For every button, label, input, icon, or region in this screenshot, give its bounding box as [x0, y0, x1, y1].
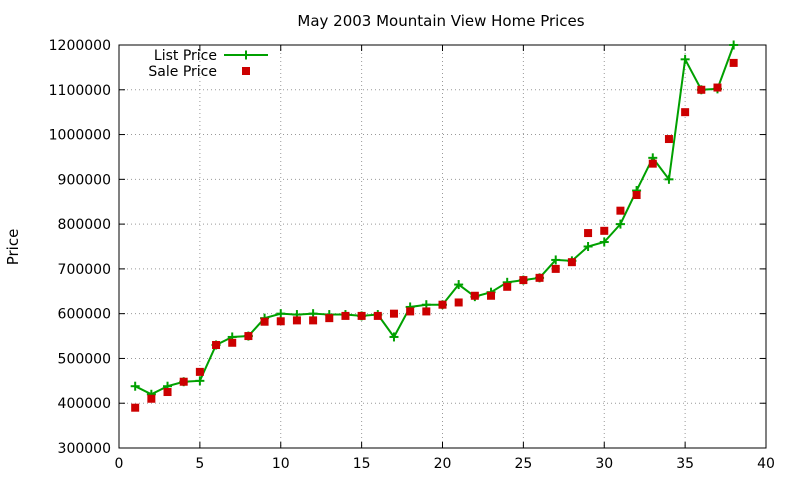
data-point [389, 309, 398, 318]
y-tick-label: 800000 [58, 217, 111, 233]
x-tick-label: 0 [115, 456, 124, 472]
data-point [729, 40, 739, 50]
data-point [357, 311, 366, 320]
series-sale-price [131, 58, 738, 412]
data-point [600, 226, 609, 235]
data-point [503, 282, 512, 291]
legend-swatch-marker [242, 67, 250, 75]
y-tick-label: 900000 [58, 172, 111, 188]
y-tick-label: 500000 [58, 351, 111, 367]
data-point [454, 298, 463, 307]
data-point [583, 242, 593, 251]
y-tick-label: 600000 [58, 307, 111, 323]
data-point [179, 377, 188, 386]
data-point [195, 367, 204, 376]
x-tick-label: 40 [757, 456, 775, 472]
grid-layer [119, 45, 766, 448]
data-point [325, 314, 334, 323]
data-point [584, 229, 593, 238]
x-tick-label: 25 [514, 456, 532, 472]
data-point [454, 280, 464, 290]
data-point [163, 388, 172, 397]
data-point [260, 317, 269, 326]
x-tick-label: 5 [195, 456, 204, 472]
data-point [535, 273, 544, 282]
data-point [664, 174, 674, 184]
axis-layer: 0 5 10 15 20 25 30 35 40 300000 400000 500000 600000… [49, 38, 775, 472]
x-tick-label: 35 [676, 456, 694, 472]
series-line [134, 44, 735, 396]
data-point [632, 191, 641, 200]
legend-label: List Price [154, 48, 217, 64]
data-point [519, 276, 528, 285]
data-point [648, 159, 657, 168]
data-point [680, 54, 690, 64]
data-point [616, 206, 625, 215]
data-point [438, 300, 447, 309]
data-point [341, 311, 350, 320]
x-tick-label: 10 [272, 456, 290, 472]
legend-label: Sale Price [148, 64, 217, 80]
data-point [470, 291, 479, 300]
x-tick-label: 30 [595, 456, 613, 472]
data-point [615, 219, 625, 229]
data-point [664, 135, 673, 144]
data-point [212, 341, 221, 350]
y-tick-label: 1100000 [49, 83, 111, 99]
data-point [551, 255, 561, 265]
data-point [276, 317, 285, 326]
data-point [729, 58, 738, 67]
x-tick-label: 15 [353, 456, 371, 472]
data-point [567, 258, 576, 267]
data-point [422, 307, 431, 316]
data-point [599, 237, 609, 247]
data-point [713, 83, 722, 92]
data-point [276, 309, 286, 319]
data-point [131, 403, 140, 412]
y-axis-label: Price [4, 229, 22, 266]
y-tick-label: 1000000 [49, 128, 111, 144]
x-tick-label: 20 [434, 456, 452, 472]
series-layer [130, 40, 739, 412]
legend-swatch-marker [241, 50, 251, 60]
y-tick-label: 1200000 [49, 38, 111, 54]
data-point [292, 316, 301, 325]
data-point [309, 316, 318, 325]
data-point [551, 264, 560, 273]
data-point [130, 381, 140, 391]
data-point [681, 108, 690, 117]
y-tick-label: 300000 [58, 441, 111, 457]
data-point [244, 332, 253, 341]
data-point [195, 376, 205, 386]
y-tick-label: 400000 [58, 396, 111, 412]
data-point [487, 291, 496, 300]
data-point [389, 332, 399, 342]
data-point [147, 394, 156, 403]
data-point [228, 338, 237, 347]
data-point [373, 311, 382, 320]
y-tick-label: 700000 [58, 262, 111, 278]
data-point [697, 85, 706, 94]
series-list-price [130, 40, 739, 399]
chart-title: May 2003 Mountain View Home Prices [297, 12, 584, 30]
data-point [406, 307, 415, 316]
